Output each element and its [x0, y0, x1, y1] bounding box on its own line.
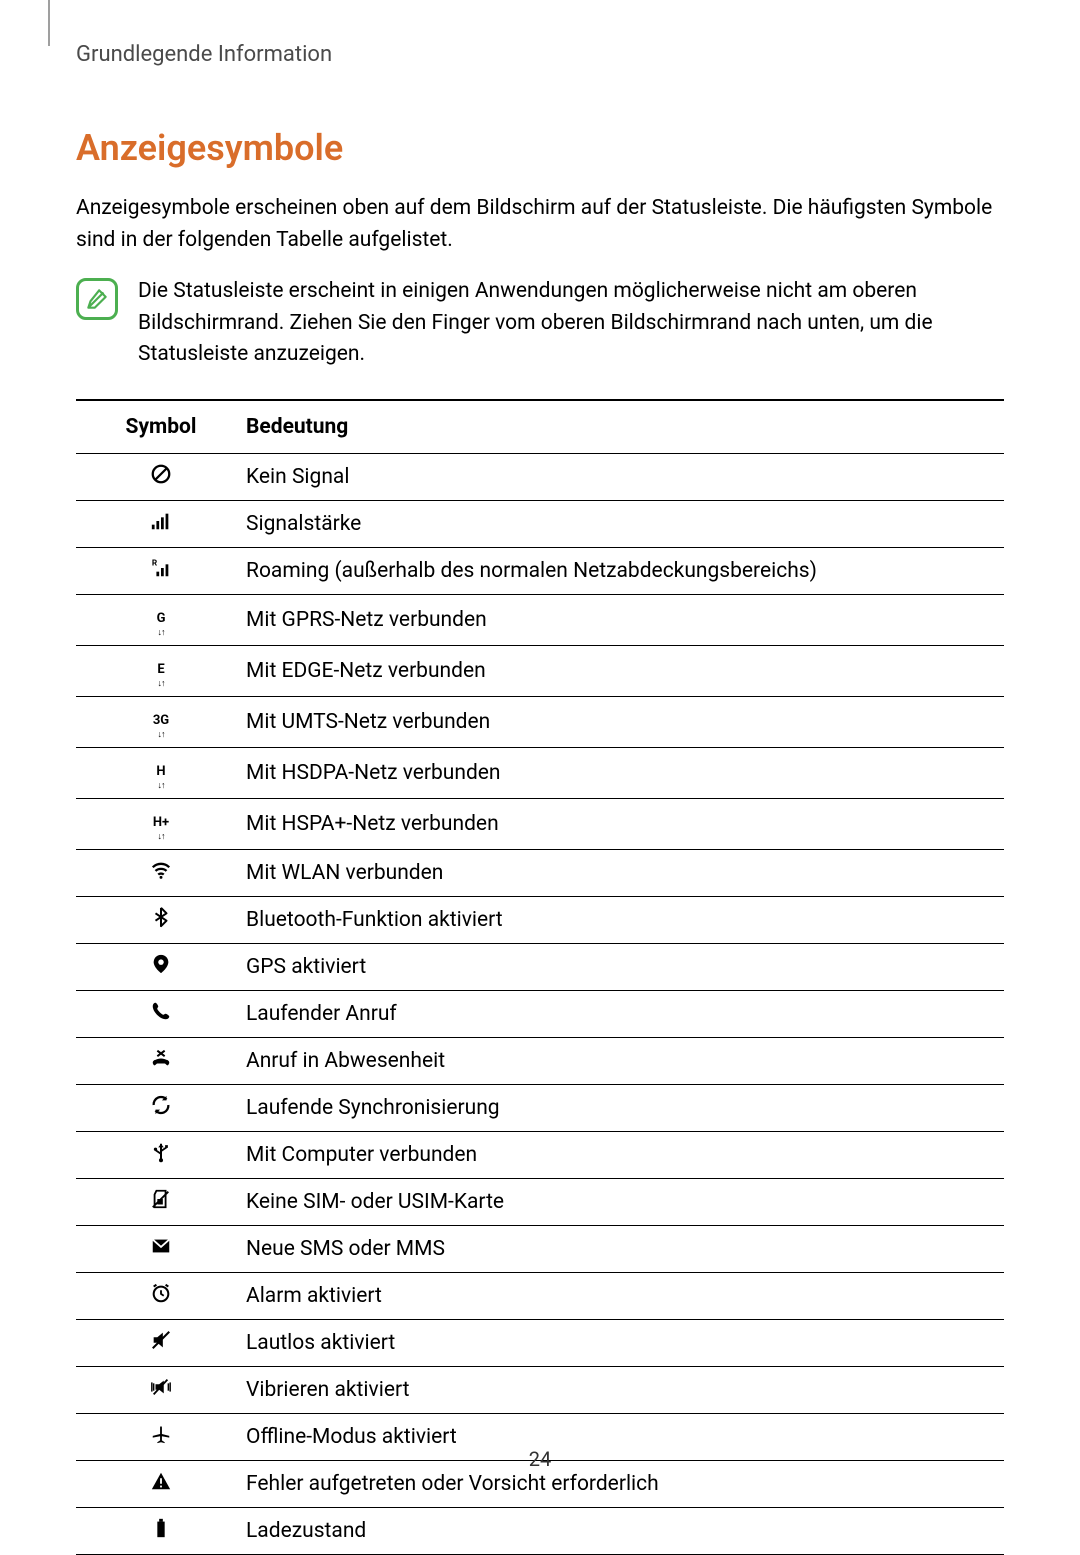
table-row: Mit Computer verbunden	[76, 1131, 1004, 1178]
meaning-cell: Mit EDGE-Netz verbunden	[246, 645, 1004, 696]
no-signal-icon	[76, 453, 246, 500]
mute-icon	[76, 1319, 246, 1366]
meaning-cell: GPS aktiviert	[246, 943, 1004, 990]
page-content: Grundlegende Information Anzeigesymbole …	[0, 0, 1080, 1555]
table-row: R Roaming (außerhalb des normalen Netzabd…	[76, 547, 1004, 594]
table-row: Neue SMS oder MMS	[76, 1225, 1004, 1272]
meaning-cell: Mit HSPA+-Netz verbunden	[246, 798, 1004, 849]
hspa-plus-icon: H+↓↑	[76, 798, 246, 849]
note-icon	[76, 278, 118, 320]
meaning-cell: Roaming (außerhalb des normalen Netzabde…	[246, 547, 1004, 594]
table-row: Signalstärke	[76, 500, 1004, 547]
meaning-cell: Mit WLAN verbunden	[246, 849, 1004, 896]
meaning-cell: Ladezustand	[246, 1507, 1004, 1554]
table-row: Keine SIM- oder USIM-Karte	[76, 1178, 1004, 1225]
bluetooth-icon	[76, 896, 246, 943]
svg-text:R: R	[152, 558, 158, 568]
table-row: Alarm aktiviert	[76, 1272, 1004, 1319]
meaning-cell: Bluetooth-Funktion aktiviert	[246, 896, 1004, 943]
gps-icon	[76, 943, 246, 990]
table-row: Laufende Synchronisierung	[76, 1084, 1004, 1131]
note-text: Die Statusleiste erscheint in einigen An…	[138, 276, 1004, 371]
meaning-cell: Neue SMS oder MMS	[246, 1225, 1004, 1272]
meaning-cell: Laufender Anruf	[246, 990, 1004, 1037]
meaning-cell: Mit GPRS-Netz verbunden	[246, 594, 1004, 645]
signal-icon	[76, 500, 246, 547]
meaning-cell: Alarm aktiviert	[246, 1272, 1004, 1319]
table-row: Lautlos aktiviert	[76, 1319, 1004, 1366]
page-cut-mark	[48, 0, 50, 46]
meaning-cell: Mit HSDPA-Netz verbunden	[246, 747, 1004, 798]
no-sim-icon	[76, 1178, 246, 1225]
table-row: H↓↑Mit HSDPA-Netz verbunden	[76, 747, 1004, 798]
table-row: Bluetooth-Funktion aktiviert	[76, 896, 1004, 943]
meaning-cell: Kein Signal	[246, 453, 1004, 500]
gprs-icon: G↓↑	[76, 594, 246, 645]
alarm-icon	[76, 1272, 246, 1319]
meaning-cell: Anruf in Abwesenheit	[246, 1037, 1004, 1084]
table-header-symbol: Symbol	[76, 400, 246, 454]
wifi-icon	[76, 849, 246, 896]
table-row: H+↓↑Mit HSPA+-Netz verbunden	[76, 798, 1004, 849]
table-row: Vibrieren aktiviert	[76, 1366, 1004, 1413]
meaning-cell: Keine SIM- oder USIM-Karte	[246, 1178, 1004, 1225]
symbols-table: Symbol Bedeutung Kein SignalSignalstärke…	[76, 399, 1004, 1555]
meaning-cell: Mit UMTS-Netz verbunden	[246, 696, 1004, 747]
note-callout: Die Statusleiste erscheint in einigen An…	[76, 276, 1004, 371]
table-row: Anruf in Abwesenheit	[76, 1037, 1004, 1084]
call-icon	[76, 990, 246, 1037]
page-number: 24	[0, 1447, 1080, 1471]
edge-icon: E↓↑	[76, 645, 246, 696]
hsdpa-icon: H↓↑	[76, 747, 246, 798]
intro-paragraph: Anzeigesymbole erscheinen oben auf dem B…	[76, 193, 1004, 256]
table-row: E↓↑Mit EDGE-Netz verbunden	[76, 645, 1004, 696]
battery-icon	[76, 1507, 246, 1554]
meaning-cell: Vibrieren aktiviert	[246, 1366, 1004, 1413]
roaming-icon: R	[76, 547, 246, 594]
meaning-cell: Lautlos aktiviert	[246, 1319, 1004, 1366]
meaning-cell: Laufende Synchronisierung	[246, 1084, 1004, 1131]
table-row: 3G↓↑Mit UMTS-Netz verbunden	[76, 696, 1004, 747]
table-row: GPS aktiviert	[76, 943, 1004, 990]
vibrate-icon	[76, 1366, 246, 1413]
sms-icon	[76, 1225, 246, 1272]
table-row: Laufender Anruf	[76, 990, 1004, 1037]
table-row: Kein Signal	[76, 453, 1004, 500]
sync-icon	[76, 1084, 246, 1131]
table-row: Ladezustand	[76, 1507, 1004, 1554]
breadcrumb: Grundlegende Information	[76, 42, 1004, 67]
table-row: G↓↑Mit GPRS-Netz verbunden	[76, 594, 1004, 645]
table-row: Mit WLAN verbunden	[76, 849, 1004, 896]
meaning-cell: Mit Computer verbunden	[246, 1131, 1004, 1178]
page-title: Anzeigesymbole	[76, 127, 1004, 169]
usb-icon	[76, 1131, 246, 1178]
meaning-cell: Signalstärke	[246, 500, 1004, 547]
umts-icon: 3G↓↑	[76, 696, 246, 747]
table-header-meaning: Bedeutung	[246, 400, 1004, 454]
missed-call-icon	[76, 1037, 246, 1084]
